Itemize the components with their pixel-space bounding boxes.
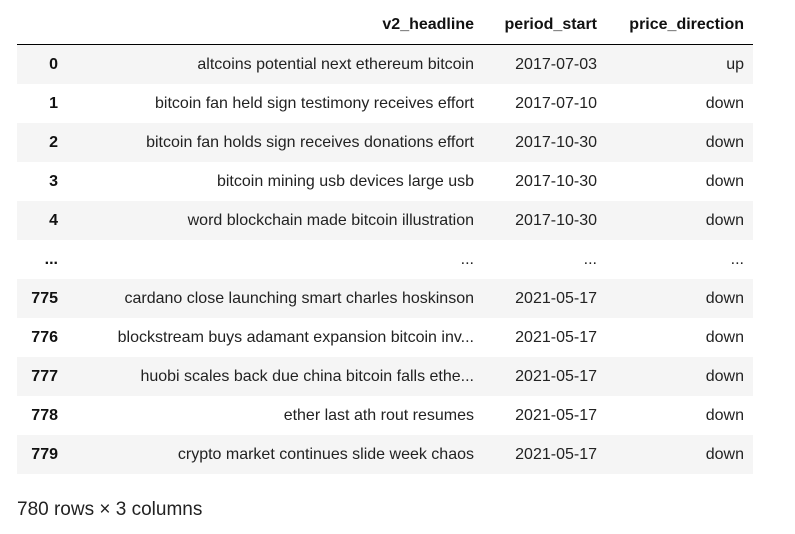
cell-period-start: 2017-10-30 [515, 133, 597, 151]
cell-v2-headline: bitcoin fan holds sign receives donation… [146, 133, 474, 151]
cell-price-direction: down [705, 172, 744, 190]
header-row: v2_headline period_start price_direction [17, 6, 753, 45]
cell-price-direction: down [705, 133, 744, 151]
cell-price-direction: down [705, 406, 744, 424]
cell-v2-headline: blockstream buys adamant expansion bitco… [117, 328, 474, 346]
cell-period-start: ... [583, 250, 597, 268]
table-row: 777 huobi scales back due china bitcoin f… [17, 357, 753, 396]
row-index: ... [44, 250, 58, 268]
cell-v2-headline: crypto market continues slide week chaos [177, 445, 474, 463]
row-index: 2 [49, 133, 58, 151]
row-index: 775 [31, 289, 58, 307]
cell-period-start: 2021-05-17 [515, 445, 597, 463]
cell-price-direction: down [705, 211, 744, 229]
cell-period-start: 2017-10-30 [515, 211, 597, 229]
cell-period-start: 2017-07-03 [515, 55, 597, 73]
cell-price-direction: ... [730, 250, 744, 268]
cell-price-direction: down [705, 445, 744, 463]
row-index: 776 [31, 328, 58, 346]
row-index: 777 [31, 367, 58, 385]
table-row: ............ [17, 240, 753, 279]
row-index: 4 [49, 211, 58, 229]
column-header-period-start: period_start [483, 6, 606, 45]
cell-v2-headline: bitcoin mining usb devices large usb [216, 172, 474, 190]
cell-period-start: 2017-07-10 [515, 94, 597, 112]
cell-price-direction: down [705, 328, 744, 346]
cell-v2-headline: bitcoin fan held sign testimony receives… [155, 94, 474, 112]
dataframe-shape-note: 780 rows × 3 columns [17, 499, 203, 520]
cell-period-start: 2017-10-30 [515, 172, 597, 190]
row-index: 779 [31, 445, 58, 463]
table-row: 2 bitcoin fan holds sign receives donatio… [17, 123, 753, 162]
cell-v2-headline: word blockchain made bitcoin illustratio… [187, 211, 474, 229]
table-row: 775 cardano close launching smart charles… [17, 279, 753, 318]
cell-period-start: 2021-05-17 [515, 367, 597, 385]
table-body: 0 altcoins potential next ethereum bitcoi… [17, 44, 753, 474]
cell-period-start: 2021-05-17 [515, 328, 597, 346]
table-row: 776 blockstream buys adamant expansion bi… [17, 318, 753, 357]
column-header-price-direction: price_direction [606, 6, 753, 45]
cell-v2-headline: ... [460, 250, 474, 268]
dataframe-table: v2_headline period_start price_direction… [17, 6, 753, 474]
table-row: 3 bitcoin mining usb devices large usb 201… [17, 162, 753, 201]
cell-period-start: 2021-05-17 [515, 406, 597, 424]
cell-v2-headline: huobi scales back due china bitcoin fall… [140, 367, 474, 385]
cell-v2-headline: ether last ath rout resumes [283, 406, 474, 424]
row-index: 778 [31, 406, 58, 424]
table-row: 779 crypto market continues slide week ch… [17, 435, 753, 474]
table-row: 0 altcoins potential next ethereum bitcoi… [17, 44, 753, 84]
table-row: 778 ether last ath rout resumes 2021-05-17… [17, 396, 753, 435]
cell-price-direction: down [705, 367, 744, 385]
table-row: 1 bitcoin fan held sign testimony receive… [17, 84, 753, 123]
index-column-header [17, 6, 67, 45]
row-index: 1 [49, 94, 58, 112]
cell-price-direction: up [726, 55, 744, 73]
column-header-v2-headline: v2_headline [67, 6, 483, 45]
cell-period-start: 2021-05-17 [515, 289, 597, 307]
cell-price-direction: down [705, 94, 744, 112]
cell-v2-headline: cardano close launching smart charles ho… [124, 289, 474, 307]
row-index: 3 [49, 172, 58, 190]
table-header: v2_headline period_start price_direction [17, 6, 753, 45]
cell-price-direction: down [705, 289, 744, 307]
table-row: 4 word blockchain made bitcoin illustrati… [17, 201, 753, 240]
cell-v2-headline: altcoins potential next ethereum bitcoin [197, 55, 474, 73]
row-index: 0 [49, 55, 58, 73]
